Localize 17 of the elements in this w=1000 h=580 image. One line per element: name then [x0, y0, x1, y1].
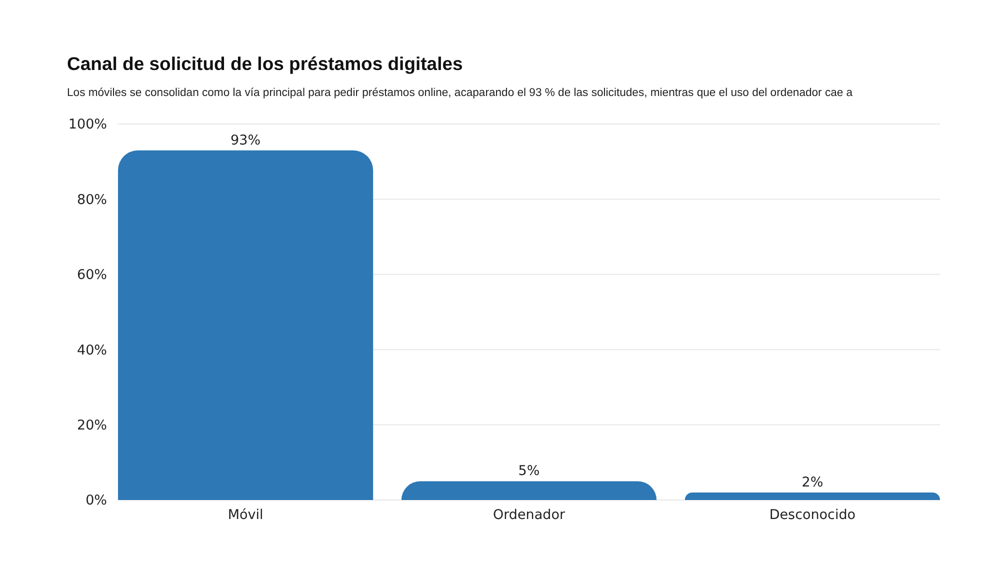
- chart-subtitle: Los móviles se consolidan como la vía principal para pedir préstamos online, acaparando el 93 % de las solicitudes, mientras que el uso del ordenador cae a: [67, 87, 854, 99]
- x-tick-label: Desconocido: [769, 507, 856, 523]
- chart-title: Canal de solicitud de los préstamos digitales: [67, 53, 463, 74]
- bar: [118, 150, 374, 500]
- x-tick-label: Ordenador: [492, 507, 566, 523]
- bar: [684, 492, 940, 500]
- y-tick-label: 60%: [76, 267, 108, 284]
- y-tick-label: 80%: [76, 192, 108, 208]
- y-tick-label: 40%: [76, 342, 108, 358]
- x-tick-label: Móvil: [228, 507, 264, 523]
- y-tick-label: 100%: [68, 116, 108, 133]
- data-label: 5%: [518, 463, 540, 480]
- data-label: 93%: [230, 132, 261, 148]
- y-tick-label: 20%: [76, 418, 108, 434]
- y-tick-label: 0%: [86, 492, 108, 509]
- data-label: 2%: [802, 474, 824, 490]
- bar: [401, 481, 657, 500]
